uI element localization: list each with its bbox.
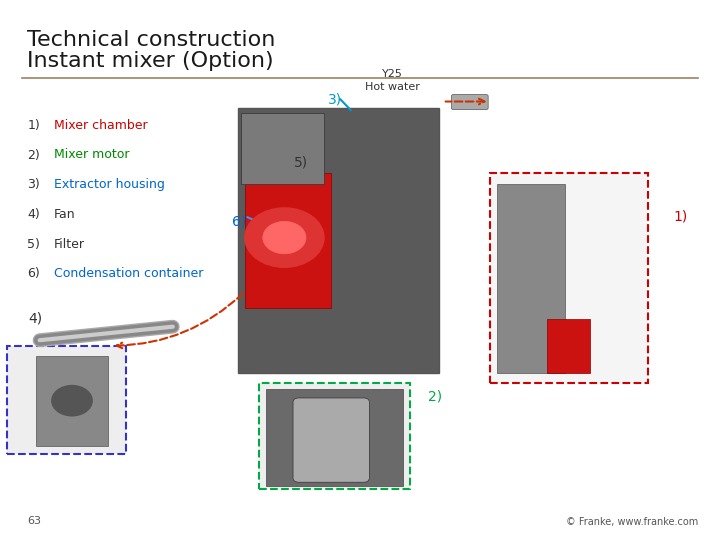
Text: Condensation container: Condensation container	[54, 267, 203, 280]
FancyBboxPatch shape	[451, 94, 488, 110]
FancyBboxPatch shape	[497, 184, 565, 373]
Text: 5): 5)	[294, 155, 308, 169]
Text: 5): 5)	[27, 238, 40, 251]
FancyBboxPatch shape	[7, 346, 126, 454]
Text: 1): 1)	[673, 209, 688, 223]
Text: 1): 1)	[27, 119, 40, 132]
FancyBboxPatch shape	[36, 356, 108, 446]
Text: 4): 4)	[29, 312, 43, 326]
Circle shape	[263, 221, 306, 254]
FancyBboxPatch shape	[241, 113, 324, 184]
FancyBboxPatch shape	[259, 383, 410, 489]
Text: 2): 2)	[27, 148, 40, 161]
Text: Fan: Fan	[54, 208, 76, 221]
FancyBboxPatch shape	[293, 398, 369, 482]
Text: 6): 6)	[232, 214, 246, 228]
Text: © Franke, www.franke.com: © Franke, www.franke.com	[566, 516, 698, 526]
Circle shape	[245, 208, 324, 267]
Text: 3): 3)	[27, 178, 40, 191]
Text: 63: 63	[27, 516, 41, 526]
Text: 3): 3)	[328, 93, 342, 107]
Text: Mixer chamber: Mixer chamber	[54, 119, 148, 132]
FancyBboxPatch shape	[266, 389, 403, 486]
Text: 6): 6)	[27, 267, 40, 280]
FancyBboxPatch shape	[490, 173, 648, 383]
Circle shape	[52, 386, 92, 416]
Text: Mixer motor: Mixer motor	[54, 148, 130, 161]
Text: Y25
Hot water: Y25 Hot water	[365, 69, 420, 92]
FancyBboxPatch shape	[238, 108, 439, 373]
Text: Technical construction: Technical construction	[27, 30, 276, 50]
Text: Filter: Filter	[54, 238, 85, 251]
Text: 2): 2)	[428, 390, 443, 404]
FancyBboxPatch shape	[245, 173, 331, 308]
Text: 4): 4)	[27, 208, 40, 221]
Text: Extractor housing: Extractor housing	[54, 178, 165, 191]
FancyBboxPatch shape	[547, 319, 590, 373]
Text: Instant mixer (Option): Instant mixer (Option)	[27, 51, 274, 71]
